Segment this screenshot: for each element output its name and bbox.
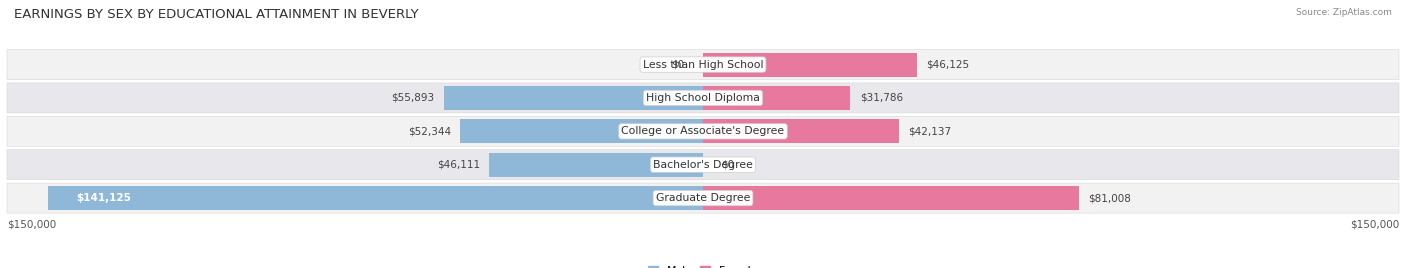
Text: $81,008: $81,008 bbox=[1088, 193, 1130, 203]
Bar bbox=[703, 86, 851, 110]
Text: $46,125: $46,125 bbox=[927, 59, 969, 70]
Bar bbox=[703, 53, 917, 77]
Text: $42,137: $42,137 bbox=[908, 126, 950, 136]
Text: $31,786: $31,786 bbox=[859, 93, 903, 103]
Text: Graduate Degree: Graduate Degree bbox=[655, 193, 751, 203]
Bar bbox=[460, 119, 703, 143]
Text: $55,893: $55,893 bbox=[391, 93, 434, 103]
Text: $141,125: $141,125 bbox=[76, 193, 131, 203]
Text: College or Associate's Degree: College or Associate's Degree bbox=[621, 126, 785, 136]
Text: $150,000: $150,000 bbox=[7, 220, 56, 230]
Text: EARNINGS BY SEX BY EDUCATIONAL ATTAINMENT IN BEVERLY: EARNINGS BY SEX BY EDUCATIONAL ATTAINMEN… bbox=[14, 8, 419, 21]
Bar bbox=[444, 86, 703, 110]
Text: High School Diploma: High School Diploma bbox=[647, 93, 759, 103]
Text: $46,111: $46,111 bbox=[437, 160, 479, 170]
Text: $150,000: $150,000 bbox=[1350, 220, 1399, 230]
Bar bbox=[48, 186, 703, 210]
Text: $0: $0 bbox=[721, 160, 735, 170]
FancyBboxPatch shape bbox=[7, 183, 1399, 213]
Text: $0: $0 bbox=[671, 59, 685, 70]
Bar bbox=[703, 186, 1078, 210]
Text: Source: ZipAtlas.com: Source: ZipAtlas.com bbox=[1296, 8, 1392, 17]
Bar bbox=[703, 119, 898, 143]
FancyBboxPatch shape bbox=[7, 83, 1399, 113]
FancyBboxPatch shape bbox=[7, 150, 1399, 180]
Text: Less than High School: Less than High School bbox=[643, 59, 763, 70]
Bar bbox=[489, 153, 703, 177]
FancyBboxPatch shape bbox=[7, 116, 1399, 146]
Text: $52,344: $52,344 bbox=[408, 126, 451, 136]
Legend: Male, Female: Male, Female bbox=[648, 266, 758, 268]
FancyBboxPatch shape bbox=[7, 50, 1399, 80]
Text: Bachelor's Degree: Bachelor's Degree bbox=[652, 160, 754, 170]
